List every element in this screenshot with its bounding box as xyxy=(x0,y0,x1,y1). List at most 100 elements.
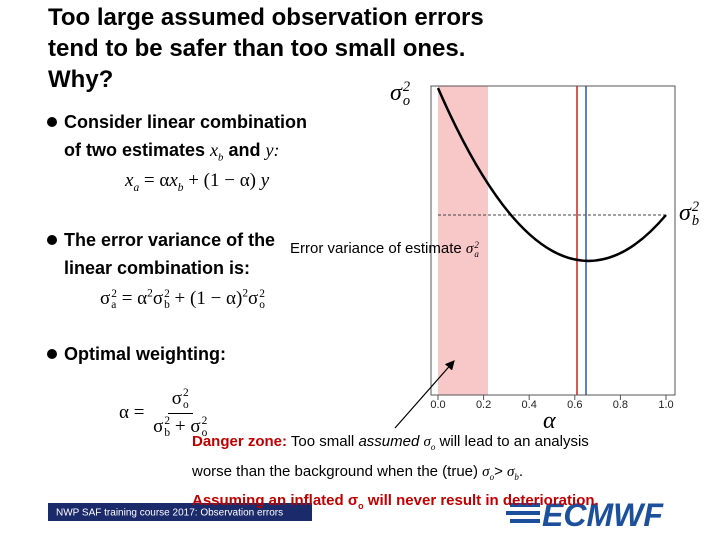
token-text: = α xyxy=(116,288,148,310)
logo-stripe xyxy=(510,503,540,507)
token-text: > xyxy=(494,462,508,480)
token: y: xyxy=(265,140,279,160)
token-text: x xyxy=(125,170,134,191)
token: . xyxy=(519,463,523,480)
superscript: 2 xyxy=(259,287,265,300)
token-text: The error variance of the xyxy=(64,230,276,250)
equation-lhs: α = xyxy=(119,402,149,423)
token: Optimal weighting: xyxy=(64,344,226,364)
token-text: σ xyxy=(423,434,431,450)
token: σo xyxy=(348,492,364,511)
token-text: worse than the background when the (true… xyxy=(192,462,483,480)
subscript: b xyxy=(691,213,700,230)
token: > xyxy=(494,463,507,480)
superscript: 2 xyxy=(474,239,479,250)
subscript: a xyxy=(111,298,117,311)
token-text: σ xyxy=(482,463,490,480)
token: assumed xyxy=(358,433,419,450)
x-label: α xyxy=(543,408,556,434)
subscript: o xyxy=(259,298,265,311)
token: σb xyxy=(507,464,519,482)
text-line: Optimal weighting: xyxy=(64,340,226,368)
token-text: + (1 − α) xyxy=(169,288,243,310)
token: y xyxy=(261,170,269,191)
superscript: 2 xyxy=(111,287,117,300)
subscript: o xyxy=(201,426,208,439)
x-tick-label: 1.0 xyxy=(658,399,673,411)
token: will never result in deterioration. xyxy=(364,492,599,509)
superscript: 2 xyxy=(691,199,700,216)
footer-text: NWP SAF training course 2017: Observatio… xyxy=(56,508,283,519)
bullet: Optimal weighting: xyxy=(47,340,226,368)
subscript: b xyxy=(177,181,184,194)
bullet: Consider linear combination of two estima… xyxy=(47,108,307,172)
token: = α2 xyxy=(117,288,153,309)
token-text: σ xyxy=(248,288,259,310)
superscript: 2 xyxy=(147,288,153,300)
token: The error variance of the xyxy=(64,230,275,250)
text-line: Assuming an inflated σo will never resul… xyxy=(192,489,599,519)
logo-text: ECMWF xyxy=(542,497,664,533)
token-text: + xyxy=(170,416,191,438)
subscript: b xyxy=(164,426,171,439)
logo-stripe xyxy=(506,511,540,515)
superscript: 2 xyxy=(402,79,411,96)
token-text: σ xyxy=(190,416,201,438)
token-text: Error variance of estimate xyxy=(290,240,466,257)
token: Error variance of estimate xyxy=(290,240,466,257)
danger-zone-shade xyxy=(438,86,488,395)
token-text: . xyxy=(518,462,524,480)
token: + xyxy=(170,416,190,437)
superscript: 2 xyxy=(201,415,208,428)
bullet-dot xyxy=(47,235,57,245)
superscript: 2 xyxy=(164,415,171,428)
logo-stripe xyxy=(510,519,540,523)
token-text: + (1 − α) xyxy=(183,170,261,191)
token: of two estimates xyxy=(64,140,210,160)
token: σo xyxy=(482,463,494,482)
token: xb xyxy=(169,170,184,194)
token: Consider linear combination xyxy=(64,112,307,132)
token-text: σ xyxy=(152,288,164,310)
token: Too small xyxy=(287,433,358,450)
subscript: o xyxy=(358,501,364,511)
x-tick-label: 0.6 xyxy=(567,399,582,411)
x-tick-label: 0.2 xyxy=(476,399,491,411)
text-line: linear combination is: xyxy=(64,254,275,282)
token-text: = α xyxy=(139,170,170,191)
danger-text: Danger zone: Too small assumed σo will l… xyxy=(192,430,599,519)
x-tick-label: 0.8 xyxy=(613,399,628,411)
token-text: x xyxy=(210,140,219,160)
text-line: worse than the background when the (true… xyxy=(192,460,599,490)
arrow xyxy=(394,360,455,429)
token-text: σ xyxy=(679,200,691,226)
token-text: Danger zone: xyxy=(192,433,288,450)
equation: xa = αxb + (1 − α) y xyxy=(125,170,269,194)
token-text: Optimal weighting: xyxy=(64,344,226,364)
title-line: tend to be safer than too small ones. xyxy=(48,35,466,62)
text-line: Consider linear combination xyxy=(64,108,307,136)
text-line: Danger zone: Too small assumed σo will l… xyxy=(192,430,599,460)
footer-bar xyxy=(48,503,312,521)
token-text: σ xyxy=(465,241,474,257)
token-text: σ xyxy=(100,288,111,310)
